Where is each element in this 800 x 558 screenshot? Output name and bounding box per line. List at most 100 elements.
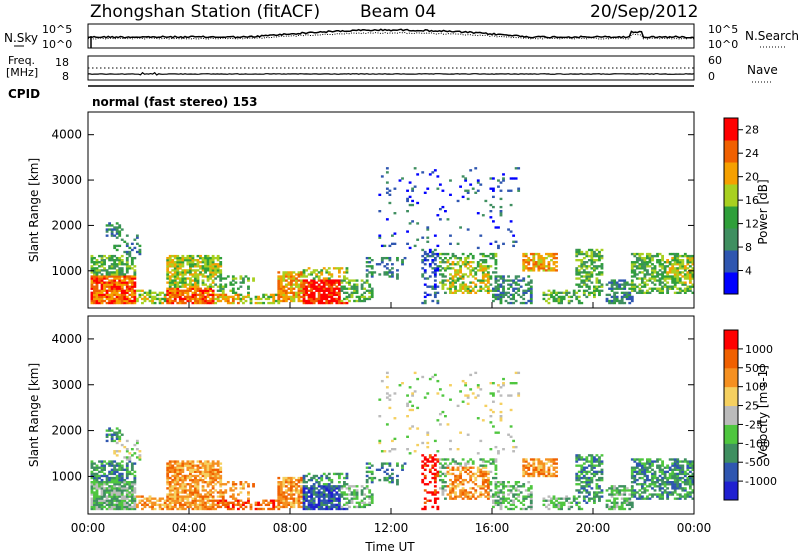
power-cell	[537, 261, 540, 263]
velocity-cell	[487, 491, 490, 493]
power-cell	[457, 269, 460, 271]
power-cell	[280, 296, 283, 298]
power-cell	[434, 263, 437, 265]
velocity-cell	[507, 508, 510, 510]
power-cell	[353, 288, 356, 290]
velocity-cell	[174, 493, 177, 495]
velocity-cell	[159, 508, 162, 510]
velocity-cell	[616, 487, 619, 489]
power-cell	[689, 257, 692, 259]
velocity-cell	[341, 508, 344, 510]
velocity-cell	[240, 481, 243, 483]
velocity-cell	[598, 479, 601, 481]
power-cell	[598, 271, 601, 273]
velocity-cell	[631, 477, 634, 479]
velocity-cell	[361, 502, 364, 504]
power-cell	[214, 277, 217, 279]
power-cell	[487, 265, 490, 267]
power-cell	[353, 284, 356, 286]
velocity-cell	[386, 469, 389, 471]
velocity-cell	[530, 500, 533, 502]
power-cell	[674, 275, 677, 277]
power-cell	[131, 279, 134, 281]
velocity-cell	[434, 475, 437, 477]
power-cell	[207, 275, 210, 277]
power-cell	[101, 277, 104, 279]
power-cell	[176, 265, 179, 267]
power-cell	[646, 255, 649, 257]
power-cell	[616, 288, 619, 290]
velocity-cell	[232, 489, 235, 491]
power-cell	[530, 253, 533, 255]
velocity-cell	[553, 462, 556, 464]
velocity-cell	[540, 469, 543, 471]
velocity-cell	[202, 502, 205, 504]
velocity-cell	[131, 469, 134, 471]
velocity-cell	[229, 495, 232, 497]
power-cell	[232, 296, 235, 298]
velocity-cell	[91, 508, 94, 510]
power-cell	[356, 300, 359, 302]
velocity-cell	[583, 475, 586, 477]
velocity-cell	[378, 469, 381, 471]
power-cell	[664, 279, 667, 281]
power-cell	[532, 261, 535, 263]
velocity-cell	[431, 491, 434, 493]
power-cell	[328, 286, 331, 288]
power-cell	[219, 296, 222, 298]
velocity-cell	[492, 394, 495, 396]
velocity-cell	[525, 473, 528, 475]
power-cell	[108, 281, 111, 283]
velocity-cell	[543, 467, 546, 469]
velocity-cell	[545, 506, 548, 508]
velocity-cell	[197, 481, 200, 483]
velocity-cell	[169, 498, 172, 500]
velocity-cell	[414, 372, 417, 374]
power-cell	[363, 298, 366, 300]
power-cell	[596, 288, 599, 290]
velocity-cell	[181, 477, 184, 479]
velocity-cell	[128, 483, 131, 485]
velocity-cell	[540, 467, 543, 469]
velocity-cell	[116, 462, 119, 464]
velocity-cell	[512, 504, 515, 506]
power-cell	[406, 210, 409, 212]
power-cell	[199, 267, 202, 269]
power-cell	[447, 253, 450, 255]
power-cell	[530, 286, 533, 288]
velocity-cell	[194, 487, 197, 489]
velocity-cell	[482, 481, 485, 483]
power-cell	[676, 281, 679, 283]
velocity-cell	[313, 493, 316, 495]
power-cell	[495, 281, 498, 283]
velocity-cell	[186, 489, 189, 491]
power-cell	[174, 281, 177, 283]
power-cell	[679, 259, 682, 261]
power-cell	[300, 273, 303, 275]
power-cell	[543, 267, 546, 269]
velocity-cell	[442, 489, 445, 491]
velocity-cell	[469, 475, 472, 477]
power-cell	[333, 290, 336, 292]
power-cell	[588, 292, 591, 294]
power-cell	[401, 177, 404, 179]
velocity-cell	[601, 454, 604, 456]
power-cell	[633, 273, 636, 275]
power-cell	[318, 298, 321, 300]
velocity-cell	[257, 502, 260, 504]
velocity-cell	[444, 415, 447, 417]
power-cell	[596, 267, 599, 269]
power-cell	[676, 269, 679, 271]
power-cell	[204, 302, 207, 304]
power-cell	[474, 271, 477, 273]
velocity-cell	[197, 504, 200, 506]
power-cell	[477, 212, 480, 214]
velocity-cell	[472, 467, 475, 469]
power-cell	[277, 292, 280, 294]
velocity-cell	[303, 489, 306, 491]
velocity-cell	[343, 504, 346, 506]
velocity-cell	[219, 469, 222, 471]
velocity-cell	[111, 504, 114, 506]
velocity-cell	[214, 483, 217, 485]
power-cell	[219, 290, 222, 292]
